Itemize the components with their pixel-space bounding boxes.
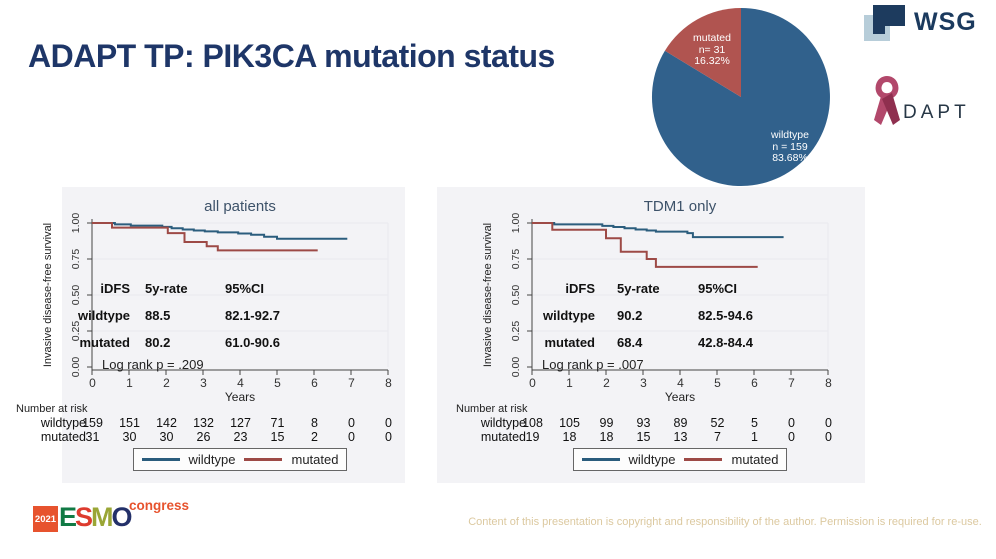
tick-marks bbox=[87, 222, 389, 375]
stats-5y-rate: 80.2 bbox=[145, 335, 171, 350]
plot-card-right bbox=[437, 187, 865, 483]
risk-counts: 19 18 18 15 13 7 1 0 0 bbox=[525, 430, 832, 444]
gridlines bbox=[92, 222, 389, 367]
km-plot-svg bbox=[527, 219, 829, 375]
risk-row-label: wildtype bbox=[40, 416, 86, 430]
wsg-logo: WSG bbox=[858, 2, 990, 48]
stats-header-idfs: iDFS bbox=[565, 281, 595, 296]
pie-slices bbox=[651, 7, 830, 187]
tick-marks bbox=[527, 222, 829, 375]
esmo-letters: ESMO bbox=[59, 502, 133, 533]
stats-header-ci: 95%CI bbox=[225, 281, 265, 296]
legend-line-mutated bbox=[244, 458, 283, 461]
risk-counts: 108 105 99 93 89 52 5 0 0 bbox=[522, 416, 832, 430]
esmo-congress-text: congress bbox=[129, 498, 190, 513]
copyright-text: Content of this presentation is copyrigh… bbox=[468, 516, 982, 528]
wsg-mark-icon bbox=[873, 5, 905, 26]
esmo-letter-e: E bbox=[59, 502, 77, 532]
stats-ci: 42.8-84.4 bbox=[698, 335, 753, 350]
survival-curve-wildtype bbox=[92, 222, 348, 240]
esmo-congress-logo: 2021 ESMO congress bbox=[30, 498, 200, 538]
pie-svg bbox=[651, 7, 830, 187]
stats-table-header: iDFS 5y-rate 95%CI bbox=[440, 281, 870, 297]
stats-label: wildtype bbox=[77, 308, 130, 323]
x-axis-label: Years bbox=[224, 390, 256, 404]
plot-title: all patients bbox=[204, 198, 276, 215]
stats-label: wildtype bbox=[542, 308, 595, 323]
pie-label-mutated: mutated n= 31 16.32% bbox=[693, 32, 731, 67]
number-at-risk-title: Number at risk bbox=[456, 403, 528, 415]
x-axis-label: Years bbox=[664, 390, 696, 404]
survival-curve-wildtype bbox=[532, 222, 784, 239]
legend-label-wildtype: wildtype bbox=[628, 452, 676, 467]
stats-row-wildtype: wildtype 90.2 82.5-94.6 bbox=[440, 308, 870, 324]
stats-5y-rate: 68.4 bbox=[617, 335, 643, 350]
legend: wildtype mutated bbox=[573, 448, 787, 471]
stats-5y-rate: 88.5 bbox=[145, 308, 171, 323]
stats-label: mutated bbox=[544, 335, 595, 350]
pie-chart: mutated n= 31 16.32% wildtype n = 159 83.68% bbox=[648, 2, 848, 194]
legend: wildtype mutated bbox=[133, 448, 347, 471]
adapt-logo-text: DAPT bbox=[903, 102, 970, 123]
stats-table-header: iDFS 5y-rate 95%CI bbox=[0, 281, 430, 297]
stats-row-mutated: mutated 80.2 61.0-90.6 bbox=[0, 335, 430, 351]
stats-header-5y: 5y-rate bbox=[617, 281, 660, 296]
stats-header-5y: 5y-rate bbox=[145, 281, 188, 296]
stats-row-wildtype: wildtype 88.5 82.1-92.7 bbox=[0, 308, 430, 324]
logrank-p-value: Log rank p = .209 bbox=[102, 357, 204, 372]
logrank-p-value: Log rank p = .007 bbox=[542, 357, 644, 372]
km-panel-all-patients: all patients Invasive disease-free survi… bbox=[0, 186, 430, 498]
survival-curve-mutated bbox=[92, 222, 318, 252]
esmo-year-badge: 2021 bbox=[33, 506, 58, 532]
gridlines bbox=[532, 222, 829, 367]
risk-counts: 31 30 30 26 23 15 2 0 0 bbox=[85, 430, 392, 444]
legend-label-wildtype: wildtype bbox=[188, 452, 236, 467]
stats-ci: 61.0-90.6 bbox=[225, 335, 280, 350]
number-at-risk-title: Number at risk bbox=[16, 403, 88, 415]
pie-label-wildtype: wildtype n = 159 83.68% bbox=[771, 129, 809, 164]
legend-line-wildtype bbox=[581, 458, 620, 461]
awareness-ribbon-icon bbox=[874, 75, 900, 125]
risk-row-label: mutated bbox=[480, 430, 526, 444]
stats-5y-rate: 90.2 bbox=[617, 308, 643, 323]
stats-ci: 82.1-92.7 bbox=[225, 308, 280, 323]
legend-label-mutated: mutated bbox=[291, 452, 339, 467]
wsg-mark-icon bbox=[873, 26, 885, 34]
adapt-logo: DAPT bbox=[866, 75, 991, 138]
risk-row-label: mutated bbox=[40, 430, 86, 444]
risk-row-label: wildtype bbox=[480, 416, 526, 430]
legend-line-wildtype bbox=[141, 458, 180, 461]
legend-label-mutated: mutated bbox=[731, 452, 779, 467]
km-panel-tdm1-only: TDM1 only Invasive disease-free survival… bbox=[440, 186, 870, 498]
survival-curve-mutated bbox=[532, 222, 758, 268]
page-title: ADAPT TP: PIK3CA mutation status bbox=[28, 38, 555, 74]
plot-card-left bbox=[62, 187, 405, 483]
plot-title: TDM1 only bbox=[643, 198, 717, 215]
stats-ci: 82.5-94.6 bbox=[698, 308, 753, 323]
pie-slice-mutated bbox=[664, 7, 741, 98]
risk-counts: 159 151 142 132 127 71 8 0 0 bbox=[82, 416, 392, 430]
esmo-letter-o: O bbox=[111, 502, 133, 532]
legend-line-mutated bbox=[684, 458, 723, 461]
stats-header-idfs: iDFS bbox=[100, 281, 130, 296]
esmo-letter-m: M bbox=[91, 502, 113, 532]
stats-header-ci: 95%CI bbox=[698, 281, 738, 296]
esmo-letter-s: S bbox=[75, 502, 93, 532]
wsg-logo-text: WSG bbox=[914, 8, 977, 36]
km-plot-svg bbox=[87, 219, 389, 375]
stats-row-mutated: mutated 68.4 42.8-84.4 bbox=[440, 335, 870, 351]
stats-label: mutated bbox=[79, 335, 130, 350]
pie-slice-wildtype bbox=[651, 8, 830, 187]
